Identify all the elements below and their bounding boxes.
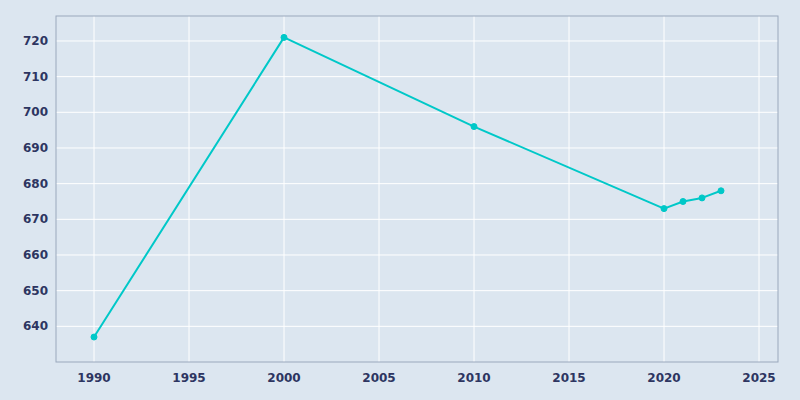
y-grid-line [56, 254, 778, 255]
y-grid-line [56, 112, 778, 113]
y-grid-line [56, 147, 778, 148]
y-tick-label: 660 [23, 248, 48, 262]
x-tick-label: 2015 [552, 371, 585, 385]
background [0, 0, 800, 400]
y-tick-label: 640 [23, 319, 48, 333]
y-grid-line [56, 183, 778, 184]
x-tick-label: 2000 [267, 371, 300, 385]
x-grid-line [664, 16, 665, 362]
plot-frame [56, 16, 778, 362]
x-tick-label: 2020 [647, 371, 680, 385]
point [281, 34, 287, 40]
point [91, 334, 97, 340]
x-grid-line [474, 16, 475, 362]
point [718, 188, 724, 194]
grid [56, 16, 778, 362]
y-tick-label: 720 [23, 34, 48, 48]
y-grid-line [56, 219, 778, 220]
x-grid-line [759, 16, 760, 362]
y-tick-label: 700 [23, 105, 48, 119]
point [471, 124, 477, 130]
x-grid-line [284, 16, 285, 362]
line [94, 37, 721, 337]
point [699, 195, 705, 201]
y-grid-line [56, 290, 778, 291]
data-group [91, 34, 724, 340]
x-tick-label: 2025 [742, 371, 775, 385]
x-tick-label: 1995 [172, 371, 205, 385]
x-tick-label: 2010 [457, 371, 490, 385]
y-tick-label: 650 [23, 284, 48, 298]
x-tick-label: 2005 [362, 371, 395, 385]
x-grid-line [94, 16, 95, 362]
y-tick-label: 690 [23, 141, 48, 155]
y-grid-line [56, 76, 778, 77]
y-tick-label: 680 [23, 177, 48, 191]
y-grid-line [56, 326, 778, 327]
x-grid-line [379, 16, 380, 362]
point [661, 206, 667, 212]
y-tick-label: 670 [23, 212, 48, 226]
x-grid-line [569, 16, 570, 362]
y-tick-label: 710 [23, 70, 48, 84]
y-grid-line [56, 40, 778, 41]
x-tick-label: 1990 [77, 371, 110, 385]
chart-svg: 1990 1995 2000 2005 2010 2015 2020 2025 640 650 66… [0, 0, 800, 400]
axes: 1990 1995 2000 2005 2010 2015 2020 2025 640 650 66… [23, 16, 778, 385]
point [680, 198, 686, 204]
chart-container: 1990 1995 2000 2005 2010 2015 2020 2025 640 650 66… [0, 0, 800, 400]
